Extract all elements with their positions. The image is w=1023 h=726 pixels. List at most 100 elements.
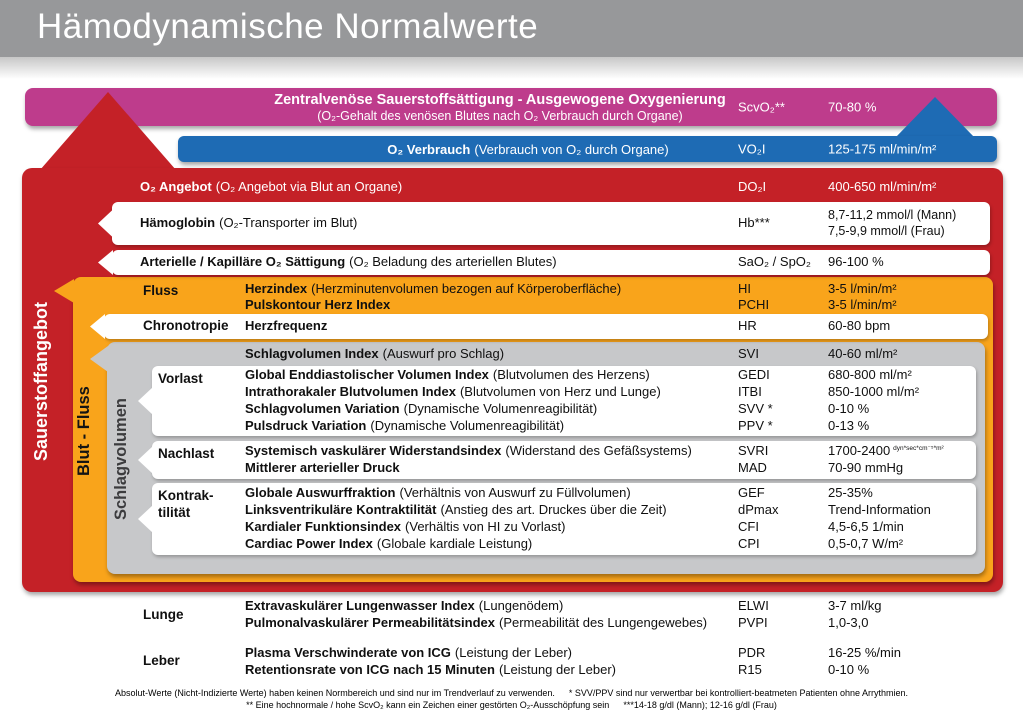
param-desc: (Permeabilität des Lungengewebes): [499, 615, 708, 631]
param-value: 16-25 %/min: [828, 645, 901, 661]
param-value: 0-13 %: [828, 418, 870, 434]
param-abbr: GEDI: [738, 367, 770, 383]
table-row: Intrathorakaler Blutvolumen Index (Blutvo…: [245, 384, 919, 401]
table-row: Linksventrikuläre Kontraktilität (Anstieg…: [245, 502, 931, 519]
param-name: Kardialer Funktionsindex: [245, 519, 402, 535]
param-desc: (O₂ Beladung des arteriellen Blutes): [349, 254, 557, 270]
param-abbr: CPI: [738, 536, 760, 552]
category-label-leber: Leber: [143, 653, 180, 668]
table-row: Pulmonalvaskulärer Permeabilitätsindex (P…: [245, 615, 868, 632]
param-name: Schlagvolumen Index: [245, 346, 379, 362]
param-desc: (Blutvolumen des Herzens): [492, 367, 650, 383]
param-abbr: Hb***: [738, 215, 770, 231]
param-abbr: PCHI: [738, 296, 770, 312]
param-name: Mittlerer arterieller Druck: [245, 460, 400, 476]
param-desc: (O₂ Angebot via Blut an Organe): [215, 178, 403, 194]
param-abbr: DO₂I: [738, 178, 767, 194]
sao2-row-background: [112, 250, 990, 275]
category-label-nachlast: Nachlast: [158, 446, 215, 461]
scv-subtitle: (O₂-Gehalt des venösen Blutes nach O₂ Ve…: [317, 109, 683, 124]
param-desc: (Dynamische Volumenreagibilität): [403, 401, 598, 417]
scv-band-content: Zentralvenöse Sauerstoffsättigung - Ausg…: [25, 88, 997, 126]
param-desc: (Auswurf pro Schlag): [382, 346, 505, 362]
param-desc: (Herzminutenvolumen bezogen auf Körperob…: [311, 280, 622, 296]
param-value: 96-100 %: [828, 254, 884, 270]
param-value: 70-90 mmHg: [828, 460, 904, 476]
vorlast-group-background: [152, 366, 976, 436]
param-name: Globale Auswurffraktion: [245, 485, 396, 501]
param-desc: (O₂-Transporter im Blut): [219, 215, 358, 231]
param-abbr: SVRI: [738, 443, 769, 459]
param-desc: (Verhältnis von Auswurf zu Füllvolumen): [399, 485, 631, 501]
param-name: Herzfrequenz: [245, 318, 328, 334]
table-row: Arterielle / Kapilläre O₂ Sättigung (O₂ B…: [140, 250, 884, 275]
footnote-line-2: ** Eine hochnormale / hohe ScvO₂ kann ei…: [0, 700, 1023, 710]
table-row: Schlagvolumen Index (Auswurf pro Schlag) …: [245, 345, 897, 364]
param-abbr: ScvO₂**: [738, 99, 785, 115]
header-fade: [0, 57, 1023, 79]
table-row: Cardiac Power Index (Globale kardiale Lei…: [245, 536, 903, 553]
nachlast-group-background: [152, 441, 976, 479]
param-name: Systemisch vaskulärer Widerstandsindex: [245, 443, 502, 459]
param-desc: (Leistung der Leber): [498, 662, 617, 678]
table-row: Mittlerer arterieller Druck MAD 70-90 mm…: [245, 460, 903, 477]
param-name: Arterielle / Kapilläre O₂ Sättigung: [140, 254, 346, 270]
param-value: 40-60 ml/m²: [828, 346, 898, 362]
param-abbr: ITBI: [738, 384, 762, 400]
param-value: Trend-Information: [828, 502, 931, 518]
param-desc: (Anstieg des art. Druckes über die Zeit): [440, 502, 667, 518]
table-row: Pulsdruck Variation (Dynamische Volumenre…: [245, 418, 869, 435]
param-name: Intrathorakaler Blutvolumen Index: [245, 384, 456, 400]
scv-title-block: Zentralvenöse Sauerstoffsättigung - Ausg…: [240, 91, 760, 124]
param-value: 4,5-6,5 1/min: [828, 519, 904, 535]
table-row: Pulskontour Herz Index PCHI 3-5 l/min/m²: [245, 297, 897, 313]
param-abbr: dPmax: [738, 502, 779, 518]
footnote-hb-gdl: ***14-18 g/dl (Mann); 12-16 g/dl (Frau): [623, 700, 777, 710]
param-value: 3-5 l/min/m²: [828, 280, 897, 296]
vertical-label-sauerstoffangebot: Sauerstoffangebot: [31, 301, 51, 461]
category-label-vorlast: Vorlast: [158, 371, 203, 386]
table-row: Hämoglobin (O₂-Transporter im Blut) Hb***…: [140, 202, 956, 245]
table-row: Herzindex (Herzminutenvolumen bezogen auf…: [245, 281, 897, 297]
vertical-label-schlagvolumen: Schlagvolumen: [112, 398, 130, 520]
param-value: 400-650 ml/min/m²: [828, 178, 937, 194]
table-row: Plasma Verschwinderate von ICG (Leistung …: [245, 645, 901, 662]
param-value: 0-10 %: [828, 662, 870, 678]
param-value: 7,5-9,9 mmol/l (Frau): [828, 223, 945, 238]
footnote-scvo2: ** Eine hochnormale / hohe ScvO₂ kann ei…: [246, 700, 610, 710]
kontraktilitaet-group-background: [152, 483, 976, 555]
param-value: 680-800 ml/m²: [828, 367, 912, 383]
param-abbr: GEF: [738, 485, 765, 501]
table-row: Schlagvolumen Variation (Dynamische Volum…: [245, 401, 869, 418]
param-value: 1,0-3,0: [828, 615, 869, 631]
vo2-band-content: O₂ Verbrauch (Verbrauch von O₂ durch Org…: [178, 136, 997, 162]
param-name: Plasma Verschwinderate von ICG: [245, 645, 451, 661]
param-value: 70-80 %: [828, 99, 877, 115]
param-name: Global Enddiastolischer Volumen Index: [245, 367, 489, 383]
table-row: O₂ Angebot (O₂ Angebot via Blut an Organe…: [140, 175, 936, 199]
param-desc: (Verbrauch von O₂ durch Organe): [474, 141, 669, 157]
vo2-title: O₂ Verbrauch (Verbrauch von O₂ durch Org…: [278, 136, 778, 162]
table-row: Systemisch vaskulärer Widerstandsindex (W…: [245, 443, 944, 460]
footnote-svv-ppv: * SVV/PPV sind nur verwertbar bei kontro…: [568, 688, 909, 698]
page-title: Hämodynamische Normalwerte: [37, 7, 539, 46]
param-value: 3-5 l/min/m²: [828, 296, 897, 312]
param-desc: (Verhältis von HI zu Vorlast): [405, 519, 566, 535]
param-value: 125-175 ml/min/m²: [828, 141, 937, 157]
table-row: Kardialer Funktionsindex (Verhältis von H…: [245, 519, 904, 536]
param-unit-small: dyn*sec*cm⁻⁵*m²: [893, 445, 944, 453]
category-label-chronotropie: Chronotropie: [143, 318, 229, 333]
param-desc: (Lungenödem): [478, 598, 564, 614]
param-name: O₂ Verbrauch: [387, 141, 471, 157]
param-value: 0,5-0,7 W/m²: [828, 536, 904, 552]
param-value: 850-1000 ml/m²: [828, 384, 920, 400]
param-name: O₂ Angebot: [140, 178, 212, 194]
param-abbr: ELWI: [738, 598, 769, 614]
param-abbr: CFI: [738, 519, 759, 535]
param-value: 8,7-11,2 mmol/l (Mann): [828, 207, 957, 222]
param-name: Pulskontour Herz Index: [245, 296, 391, 312]
band-central-venous-saturation: [25, 88, 997, 126]
param-name: Pulsdruck Variation: [245, 418, 367, 434]
chrono-row-background: [104, 314, 988, 339]
